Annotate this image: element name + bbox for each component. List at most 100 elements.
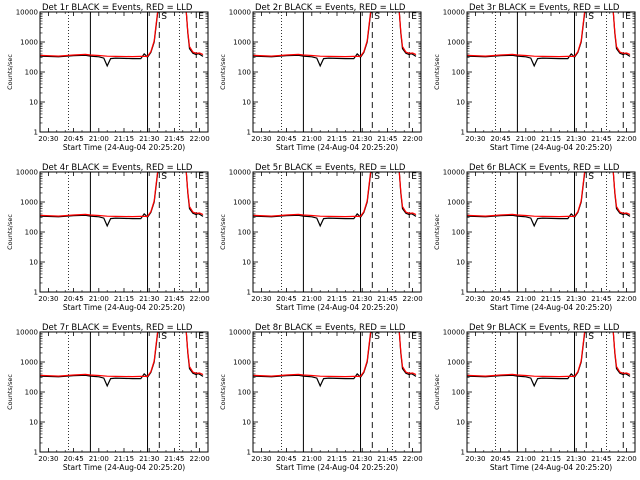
x-tick-label: 21:45	[591, 295, 611, 303]
start-marker-label: S	[588, 332, 594, 342]
plot-frame	[252, 331, 422, 453]
series-lld-line	[253, 332, 417, 378]
y-tick-label: 1000	[233, 359, 251, 367]
y-tick-label: 10	[242, 259, 251, 267]
x-tick-label: 22:00	[403, 135, 423, 143]
x-tick-label: 22:00	[190, 135, 210, 143]
y-tick-label: 10	[29, 99, 38, 107]
series-events-line	[467, 12, 631, 68]
y-axis-label: Counts/sec	[6, 214, 14, 250]
x-tick-label: 22:00	[617, 455, 637, 463]
x-tick-label: 21:30	[352, 135, 372, 143]
x-tick-label: 22:00	[403, 455, 423, 463]
y-tick-label: 1000	[233, 199, 251, 207]
y-tick-label: 100	[452, 389, 465, 397]
x-tick-label: 21:45	[591, 455, 611, 463]
x-tick-label: 22:00	[190, 455, 210, 463]
x-tick-label: 20:45	[491, 135, 511, 143]
x-tick-label: 21:00	[89, 135, 109, 143]
x-axis-label: Start Time (24-Aug-04 20:25:20)	[63, 143, 185, 152]
start-marker-label: S	[374, 12, 380, 22]
x-tick-label: 20:30	[465, 295, 485, 303]
x-axis-label: Start Time (24-Aug-04 20:25:20)	[490, 463, 612, 472]
end-marker-label: E	[625, 12, 631, 22]
plot-frame	[39, 171, 209, 293]
x-tick-label: 21:45	[164, 455, 184, 463]
start-marker-label: S	[161, 12, 167, 22]
end-marker-label: E	[411, 172, 417, 182]
x-tick-label: 21:30	[352, 455, 372, 463]
end-marker-label: E	[411, 12, 417, 22]
end-marker-label: E	[198, 12, 204, 22]
series-lld-line	[253, 172, 417, 218]
y-tick-label: 10000	[16, 9, 38, 17]
detector-panel-6: Det 6r BLACK = Events, RED = LLD Counts/s…	[433, 163, 637, 312]
x-tick-label: 21:15	[327, 295, 347, 303]
plot-frame	[252, 11, 422, 133]
y-tick-label: 1	[34, 449, 38, 457]
x-tick-label: 21:15	[327, 455, 347, 463]
y-tick-label: 10000	[229, 169, 251, 177]
x-tick-label: 21:30	[139, 135, 159, 143]
y-tick-label: 10	[29, 259, 38, 267]
end-marker-label: E	[411, 332, 417, 342]
x-tick-label: 21:30	[139, 295, 159, 303]
start-marker-label: S	[374, 332, 380, 342]
panel-title: Det 3r BLACK = Events, RED = LLD	[469, 3, 620, 13]
y-axis-label: Counts/sec	[6, 374, 14, 410]
x-tick-label: 20:30	[465, 135, 485, 143]
x-axis-label: Start Time (24-Aug-04 20:25:20)	[63, 463, 185, 472]
x-tick-label: 22:00	[617, 135, 637, 143]
series-events-line	[253, 12, 417, 68]
y-tick-label: 10000	[16, 329, 38, 337]
y-tick-label: 1000	[447, 39, 465, 47]
y-tick-label: 1	[247, 449, 251, 457]
y-axis-label: Counts/sec	[433, 54, 441, 90]
y-axis-label: Counts/sec	[433, 214, 441, 250]
y-tick-label: 1	[247, 289, 251, 297]
y-tick-label: 10000	[16, 169, 38, 177]
panel-title: Det 2r BLACK = Events, RED = LLD	[255, 3, 406, 13]
y-tick-label: 100	[25, 229, 38, 237]
x-tick-label: 20:45	[491, 455, 511, 463]
x-tick-label: 21:30	[139, 455, 159, 463]
y-tick-label: 10	[456, 99, 465, 107]
x-axis-label: Start Time (24-Aug-04 20:25:20)	[63, 303, 185, 312]
start-marker-label: S	[374, 172, 380, 182]
series-events-line	[40, 12, 204, 68]
x-tick-label: 21:00	[516, 455, 536, 463]
y-tick-label: 100	[452, 69, 465, 77]
x-tick-label: 20:30	[38, 455, 58, 463]
y-tick-label: 1	[461, 289, 465, 297]
start-marker-label: S	[161, 172, 167, 182]
panel-title: Det 7r BLACK = Events, RED = LLD	[42, 323, 193, 333]
detector-panel-2: Det 2r BLACK = Events, RED = LLD Counts/s…	[219, 3, 423, 152]
detector-panel-3: Det 3r BLACK = Events, RED = LLD Counts/s…	[433, 3, 637, 152]
y-tick-label: 1	[247, 129, 251, 137]
start-marker-label: S	[588, 12, 594, 22]
series-lld-line	[40, 12, 204, 58]
detector-panel-4: Det 4r BLACK = Events, RED = LLD Counts/s…	[6, 163, 210, 312]
y-tick-label: 10000	[229, 329, 251, 337]
series-events-line	[40, 172, 204, 228]
y-tick-label: 100	[25, 69, 38, 77]
series-lld-line	[40, 172, 204, 218]
y-tick-label: 10	[29, 419, 38, 427]
x-tick-label: 20:45	[64, 135, 84, 143]
x-tick-label: 22:00	[617, 295, 637, 303]
x-tick-label: 21:00	[302, 455, 322, 463]
plot-frame	[466, 11, 636, 133]
x-tick-label: 21:45	[377, 135, 397, 143]
y-axis-label: Counts/sec	[6, 54, 14, 90]
x-tick-label: 21:30	[566, 295, 586, 303]
x-tick-label: 21:00	[516, 295, 536, 303]
y-tick-label: 1000	[20, 199, 38, 207]
x-tick-label: 20:45	[64, 295, 84, 303]
x-axis-label: Start Time (24-Aug-04 20:25:20)	[276, 463, 398, 472]
x-tick-label: 21:00	[89, 455, 109, 463]
start-marker-label: S	[588, 172, 594, 182]
start-marker-label: S	[161, 332, 167, 342]
y-tick-label: 10000	[443, 169, 465, 177]
x-tick-label: 20:45	[277, 135, 297, 143]
